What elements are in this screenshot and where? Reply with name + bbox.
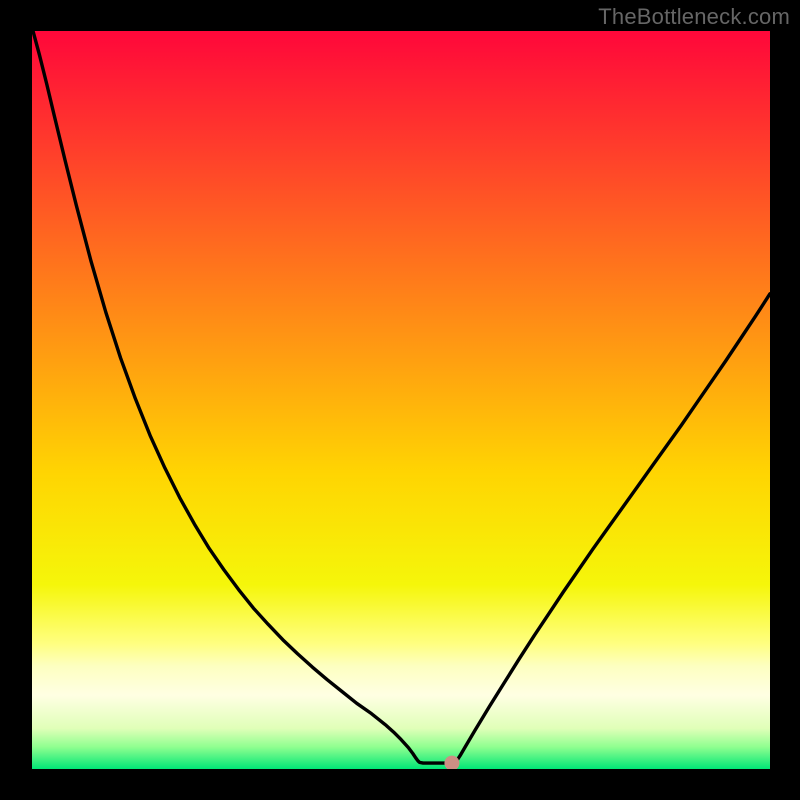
bottleneck-chart: [32, 31, 770, 769]
gradient-background: [32, 31, 770, 769]
chart-container: TheBottleneck.com: [0, 0, 800, 800]
watermark-text: TheBottleneck.com: [598, 4, 790, 30]
